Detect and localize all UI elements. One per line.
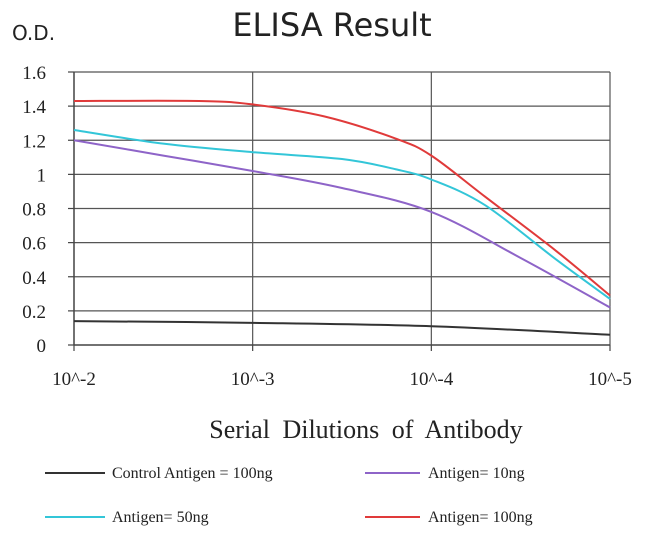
axes bbox=[68, 71, 611, 351]
legend: Control Antigen = 100ng Antigen= 10ng Anti… bbox=[45, 465, 533, 526]
series-lines bbox=[73, 99, 611, 336]
x-axis-label: Serial Dilutions of Antibody bbox=[209, 415, 522, 444]
chart-title: ELISA Result bbox=[232, 6, 431, 44]
y-tick-label: 1.4 bbox=[22, 97, 46, 118]
legend-label-3: Antigen= 100ng bbox=[428, 509, 533, 526]
y-tick-labels: 0 0.2 0.4 0.6 0.8 1 1.2 1.4 1.6 bbox=[22, 63, 46, 357]
legend-label-0: Control Antigen = 100ng bbox=[112, 465, 273, 482]
series-line-0 bbox=[73, 320, 611, 336]
x-tick-label: 10^-2 bbox=[52, 369, 96, 390]
y-tick-label: 0 bbox=[37, 336, 47, 357]
y-tick-label: 1 bbox=[37, 165, 47, 186]
y-tick-label: 0.2 bbox=[22, 302, 46, 323]
x-tick-labels: 10^-2 10^-3 10^-4 10^-5 bbox=[52, 369, 632, 390]
y-axis-label: O.D. bbox=[12, 21, 55, 45]
y-tick-label: 0.4 bbox=[22, 268, 46, 289]
series-line-2 bbox=[73, 129, 611, 300]
x-tick-label: 10^-3 bbox=[231, 369, 275, 390]
legend-label-2: Antigen= 50ng bbox=[112, 509, 209, 526]
series-line-1 bbox=[73, 139, 611, 309]
x-tick-label: 10^-5 bbox=[588, 369, 632, 390]
y-tick-label: 0.6 bbox=[22, 234, 46, 255]
grid bbox=[74, 71, 611, 345]
x-tick-label: 10^-4 bbox=[409, 369, 453, 390]
y-tick-label: 1.6 bbox=[22, 63, 46, 84]
y-tick-label: 1.2 bbox=[22, 131, 46, 152]
legend-label-1: Antigen= 10ng bbox=[428, 465, 525, 482]
series-line-3 bbox=[73, 99, 611, 297]
y-tick-label: 0.8 bbox=[22, 200, 46, 221]
